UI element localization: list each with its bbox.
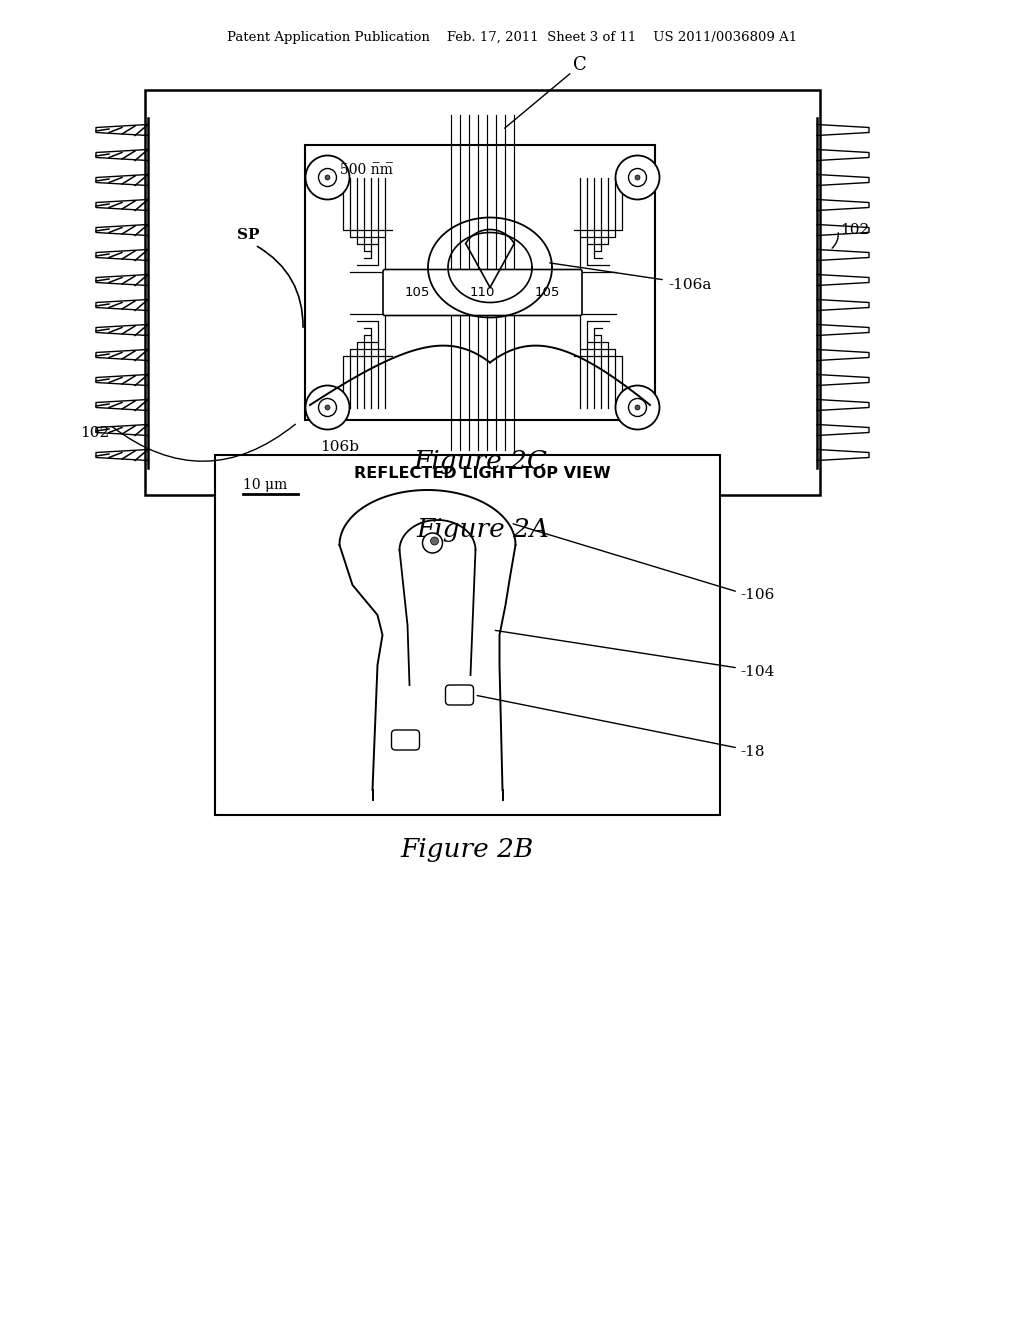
Text: C: C (573, 55, 587, 74)
Text: Figure 2B: Figure 2B (400, 837, 535, 862)
Circle shape (615, 156, 659, 199)
Text: 105: 105 (535, 286, 560, 300)
Circle shape (305, 385, 349, 429)
Text: 500 n̅m̅: 500 n̅m̅ (340, 162, 393, 177)
Text: SP: SP (237, 228, 259, 242)
Circle shape (629, 169, 646, 186)
Text: -18: -18 (740, 744, 765, 759)
Text: Figure 2C: Figure 2C (413, 450, 547, 474)
Text: -106: -106 (740, 587, 774, 602)
Text: Figure 2A: Figure 2A (416, 517, 549, 543)
Bar (305, 145, 655, 420)
Circle shape (635, 405, 640, 411)
FancyBboxPatch shape (445, 685, 473, 705)
Circle shape (615, 385, 659, 429)
Circle shape (629, 399, 646, 417)
FancyBboxPatch shape (383, 269, 582, 315)
Bar (215, 455, 720, 814)
Text: Patent Application Publication    Feb. 17, 2011  Sheet 3 of 11    US 2011/003680: Patent Application Publication Feb. 17, … (227, 30, 797, 44)
Circle shape (318, 169, 337, 186)
Text: -104: -104 (740, 665, 774, 678)
Circle shape (430, 537, 438, 545)
Text: 102: 102 (840, 223, 869, 238)
Circle shape (318, 399, 337, 417)
Text: 110: 110 (470, 286, 496, 300)
Bar (145, 90, 820, 495)
Text: -106a: -106a (668, 279, 712, 292)
Circle shape (325, 176, 330, 180)
FancyBboxPatch shape (391, 730, 420, 750)
Text: 102: 102 (80, 426, 110, 440)
Text: REFLECTED LIGHT TOP VIEW: REFLECTED LIGHT TOP VIEW (354, 466, 610, 480)
Text: 105: 105 (404, 286, 430, 300)
Circle shape (423, 533, 442, 553)
Text: 106b: 106b (321, 440, 359, 454)
Circle shape (635, 176, 640, 180)
Circle shape (325, 405, 330, 411)
Text: 10 μm: 10 μm (243, 478, 288, 492)
Circle shape (305, 156, 349, 199)
